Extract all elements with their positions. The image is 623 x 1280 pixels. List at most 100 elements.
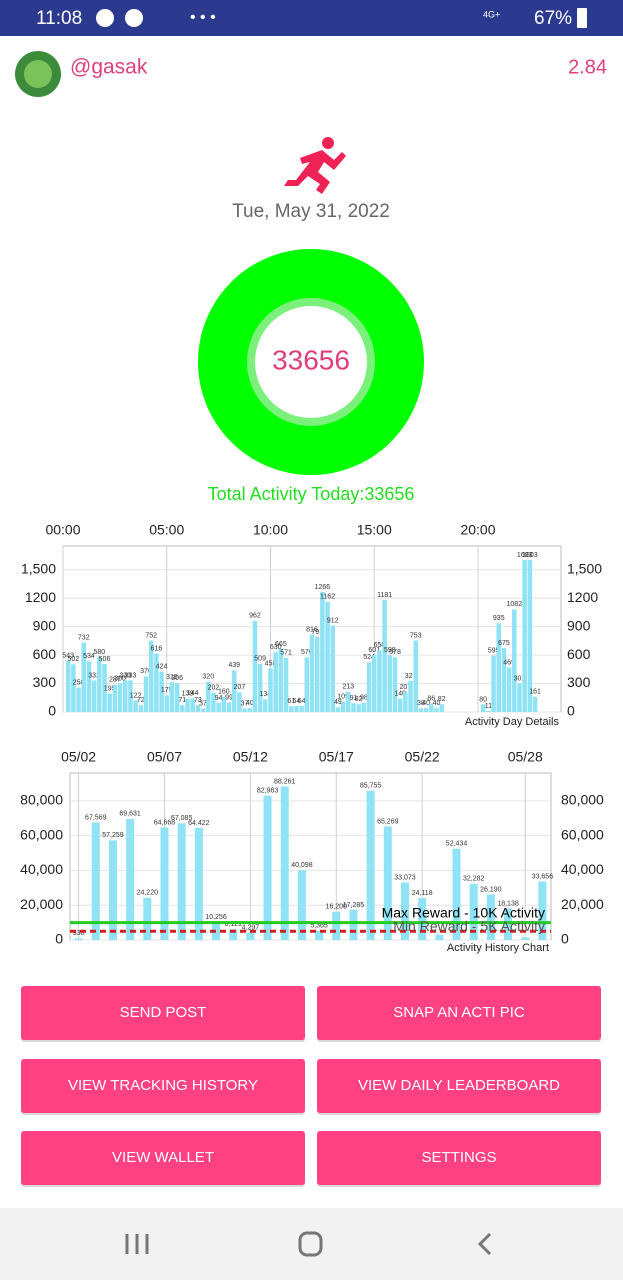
bar: [486, 894, 495, 940]
action-button[interactable]: [317, 1131, 601, 1185]
action-button[interactable]: [21, 1131, 305, 1185]
data-label: 300: [114, 675, 126, 682]
bar: [226, 702, 232, 712]
data-label: 580: [93, 649, 105, 656]
bar: [382, 599, 387, 712]
nav-recent[interactable]: [125, 1234, 149, 1254]
data-label: 650: [374, 642, 386, 649]
data-label: 64,668: [154, 819, 176, 826]
data-label: 616: [151, 645, 163, 652]
bar: [65, 660, 71, 712]
data-label: 439: [228, 662, 240, 669]
bar: [356, 704, 361, 712]
bar: [102, 664, 107, 712]
data-label: 94: [215, 695, 223, 702]
data-label: 26,190: [480, 886, 502, 893]
bar: [206, 681, 211, 712]
data-label: 601: [368, 647, 380, 654]
bar: [349, 909, 358, 940]
bar: [252, 620, 258, 712]
bar: [212, 922, 221, 940]
data-label: 315: [166, 674, 178, 681]
data-label: 16,200: [326, 904, 348, 911]
bar: [403, 692, 408, 712]
bar: [506, 667, 512, 712]
data-label: 630: [270, 644, 282, 651]
action-button[interactable]: [21, 1059, 305, 1113]
status-bar: [0, 0, 623, 36]
y-tick-label: 1200: [25, 589, 56, 605]
data-label: 11: [485, 703, 492, 710]
bar: [221, 696, 227, 712]
data-label: 1266: [315, 584, 331, 591]
bar: [335, 707, 341, 712]
button-label: VIEW DAILY LEADERBOARD: [358, 1077, 560, 1094]
data-label: 67,569: [85, 814, 107, 821]
status-network: 4G+: [483, 9, 500, 19]
bar: [86, 661, 92, 712]
data-label: 88,261: [274, 778, 296, 785]
data-label: 64: [293, 698, 301, 705]
action-button[interactable]: [21, 986, 305, 1040]
bar: [289, 706, 294, 712]
data-label: 134: [259, 691, 271, 698]
bar: [392, 657, 398, 712]
bar: [522, 559, 527, 712]
reward-label: Max Reward - 10K Activity: [382, 904, 545, 920]
bar: [211, 692, 216, 712]
bar: [91, 822, 100, 940]
bar: [263, 795, 272, 940]
bar: [190, 698, 195, 712]
bar: [200, 708, 206, 712]
data-label: 195: [104, 685, 116, 692]
data-label: 502: [68, 656, 80, 663]
y-tick-label: 1,500: [21, 560, 56, 576]
data-label: 207: [400, 684, 412, 691]
data-label: 732: [78, 634, 90, 641]
data-label: 469: [503, 659, 515, 666]
action-button[interactable]: [317, 986, 601, 1040]
nav-home[interactable]: [298, 1231, 323, 1257]
bar: [294, 705, 299, 712]
status-battery: 67%: [534, 8, 572, 29]
data-label: 122: [130, 692, 142, 699]
data-label: 4,297: [242, 924, 260, 931]
bar: [521, 937, 530, 940]
bar: [315, 930, 324, 940]
data-label: 64: [298, 698, 306, 705]
bar: [480, 704, 486, 712]
x-tick-label: 05/17: [319, 749, 354, 765]
data-label: 332: [88, 672, 100, 679]
bar: [263, 699, 268, 712]
bar: [128, 680, 133, 712]
bar: [74, 938, 83, 940]
total-activity: Total Activity Today:33656: [208, 484, 415, 504]
bar: [180, 705, 185, 712]
data-label: 543: [62, 652, 74, 659]
data-label: 85,755: [360, 783, 382, 790]
nav-back[interactable]: [477, 1232, 492, 1256]
data-label: 161: [529, 689, 541, 696]
action-button[interactable]: [317, 1059, 601, 1113]
data-label: 576: [301, 649, 313, 656]
x-tick-label: 00:00: [45, 522, 80, 538]
data-label: 69,631: [119, 811, 141, 818]
bar: [423, 708, 429, 712]
bar: [351, 703, 356, 712]
data-label: 962: [249, 613, 261, 620]
bar: [159, 671, 164, 712]
x-tick-label: 15:00: [357, 522, 392, 538]
bar: [278, 648, 284, 712]
data-label: 578: [389, 649, 401, 656]
bar: [527, 559, 533, 712]
data-label: 753: [410, 632, 422, 639]
status-dots: • • •: [190, 9, 216, 26]
bar: [325, 601, 330, 712]
bar: [413, 640, 418, 712]
data-label: 424: [156, 664, 168, 671]
data-label: 376: [140, 668, 152, 675]
y2-tick-label: 900: [567, 617, 591, 633]
x-tick-label: 05/28: [508, 749, 543, 765]
bar: [268, 668, 273, 712]
bar: [273, 652, 278, 712]
